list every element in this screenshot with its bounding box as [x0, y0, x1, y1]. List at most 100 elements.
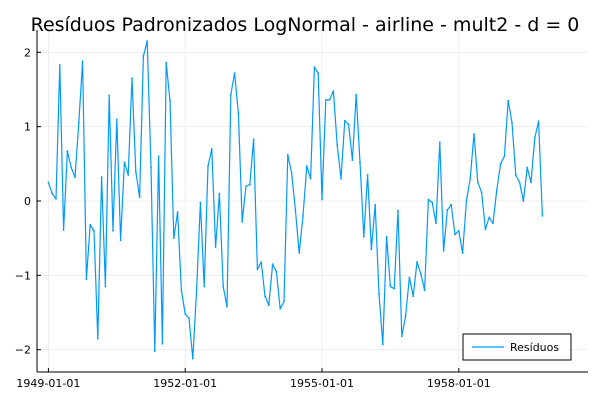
data-point	[305, 165, 308, 167]
data-point	[492, 222, 494, 225]
data-point	[321, 198, 323, 201]
data-point	[229, 93, 232, 96]
data-point	[195, 289, 198, 292]
data-point	[332, 90, 335, 92]
y-tick-label: −2	[15, 344, 31, 357]
data-point	[317, 72, 320, 75]
data-point	[397, 209, 399, 212]
legend-label: Resíduos	[510, 341, 559, 354]
data-point	[435, 222, 437, 225]
data-point	[214, 246, 217, 249]
data-point	[271, 263, 274, 266]
data-point	[199, 201, 202, 204]
data-point	[275, 270, 278, 273]
y-tick-label: 2	[24, 46, 31, 59]
data-point	[81, 60, 84, 63]
data-point	[245, 185, 247, 188]
data-point	[416, 261, 418, 263]
data-point	[530, 181, 532, 184]
data-point	[302, 214, 304, 217]
data-point	[359, 161, 361, 164]
y-ticks: −2 −1 0 1 2	[15, 46, 41, 357]
data-point	[324, 98, 327, 101]
data-point	[233, 72, 236, 75]
data-point	[207, 165, 209, 167]
data-point	[370, 248, 373, 251]
data-point	[438, 141, 441, 144]
data-point	[385, 235, 388, 238]
data-point	[131, 77, 133, 80]
data-point	[96, 337, 99, 340]
data-point	[77, 122, 80, 124]
data-point	[134, 170, 137, 173]
data-point	[347, 123, 350, 126]
data-point	[286, 154, 289, 156]
data-point	[108, 94, 111, 97]
x-tick-label: 1958-01-01	[427, 377, 491, 390]
data-point	[389, 285, 392, 288]
data-point	[165, 61, 168, 64]
data-point	[210, 148, 213, 150]
data-point	[404, 315, 407, 318]
data-point	[70, 166, 73, 169]
data-point	[488, 216, 491, 219]
data-point	[146, 40, 149, 43]
data-point	[279, 307, 282, 310]
data-point	[237, 112, 240, 115]
data-point	[161, 342, 164, 345]
data-point	[222, 285, 225, 288]
y-tick-label: 1	[24, 121, 31, 134]
data-point	[366, 174, 369, 176]
data-point	[142, 55, 145, 57]
data-point	[58, 64, 61, 66]
data-point	[343, 119, 346, 122]
data-point	[153, 350, 156, 353]
data-point	[351, 159, 354, 162]
data-point	[431, 201, 434, 204]
data-point	[378, 293, 380, 295]
data-point	[446, 209, 449, 211]
data-point	[89, 223, 92, 226]
data-point	[188, 317, 190, 320]
data-point	[184, 313, 187, 315]
data-point	[191, 357, 194, 360]
data-point	[419, 272, 422, 275]
data-point	[427, 198, 430, 201]
x-ticks: 1949-01-01 1952-01-01 1955-01-01 1958-01-01	[16, 368, 491, 390]
data-point	[533, 136, 536, 139]
data-point	[480, 191, 483, 193]
data-point	[55, 197, 57, 200]
chart-title: Resíduos Padronizados LogNormal - airlin…	[31, 14, 580, 36]
x-tick-label: 1949-01-01	[16, 377, 80, 390]
data-point	[499, 162, 502, 165]
data-point	[469, 177, 472, 180]
data-point	[484, 228, 487, 231]
data-point	[423, 289, 426, 292]
data-point	[457, 229, 460, 232]
data-point	[294, 209, 297, 211]
legend: Resíduos	[462, 333, 572, 361]
data-point	[503, 155, 506, 158]
series-layer	[47, 40, 544, 360]
data-point	[454, 233, 456, 236]
data-point	[66, 150, 69, 153]
series-line-residuos	[47, 40, 543, 360]
data-point	[47, 181, 50, 184]
data-point	[62, 229, 65, 231]
data-point	[283, 300, 285, 303]
y-tick-label: −1	[15, 269, 31, 282]
data-point	[355, 93, 358, 96]
data-point	[408, 276, 411, 279]
data-point	[374, 203, 377, 206]
data-point	[248, 183, 251, 186]
x-tick-label: 1955-01-01	[290, 377, 354, 390]
data-point	[340, 177, 342, 180]
data-point	[157, 155, 160, 158]
data-point	[309, 177, 312, 180]
data-point	[74, 176, 76, 179]
data-point	[328, 98, 331, 101]
data-point	[412, 295, 415, 298]
data-point	[507, 99, 510, 102]
data-point	[203, 285, 206, 288]
